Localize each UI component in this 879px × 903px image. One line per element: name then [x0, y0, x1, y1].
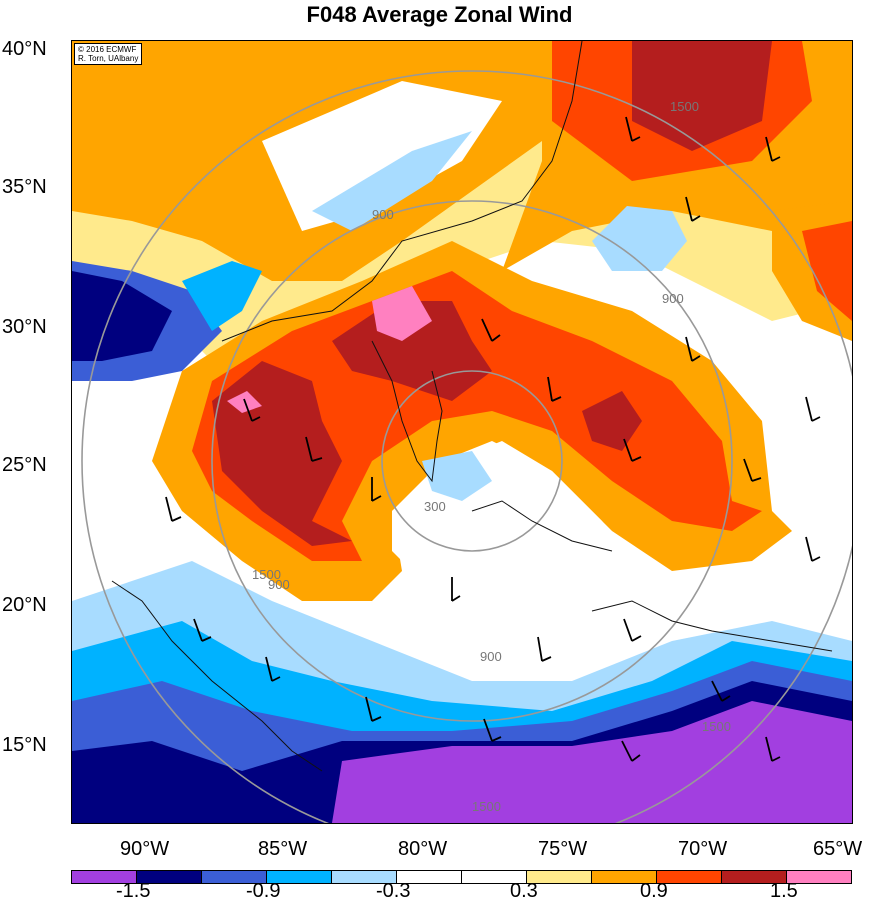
colorbar-label: -1.5 [116, 880, 151, 902]
lat-label: 20°N [2, 594, 47, 616]
copyright-line: © 2016 ECMWF [78, 45, 137, 54]
contour-label: 1500 [252, 567, 281, 582]
colorbar-segment [331, 871, 396, 883]
lon-label: 75°W [538, 838, 588, 860]
lat-label: 35°N [2, 176, 47, 198]
lat-label: 40°N [2, 38, 47, 60]
colorbar-label: 0.3 [510, 880, 538, 902]
copyright-box: © 2016 ECMWF R. Torn, UAlbany [74, 43, 143, 65]
contour-label: 300 [424, 499, 446, 514]
colorbar-segment [721, 871, 786, 883]
contour-label: 1500 [702, 719, 731, 734]
colorbar-segment [201, 871, 266, 883]
colorbar [71, 870, 852, 884]
colorbar-label: -0.3 [376, 880, 411, 902]
lon-label: 70°W [678, 838, 728, 860]
colorbar-segment [526, 871, 591, 883]
contour-label: 900 [268, 577, 290, 592]
colorbar-segment [396, 871, 461, 883]
colorbar-segment [136, 871, 201, 883]
map-panel: 1500 900 300 900 1500 900 900 1500 1500 … [71, 40, 853, 824]
lat-label: 25°N [2, 454, 47, 476]
colorbar-label: 1.5 [770, 880, 798, 902]
contour-label: 1500 [472, 799, 501, 814]
contour-label: 900 [480, 649, 502, 664]
colorbar-segment [461, 871, 526, 883]
colorbar-segment [656, 871, 721, 883]
chart-title: F048 Average Zonal Wind [306, 2, 573, 27]
lon-label: 65°W [813, 838, 863, 860]
colorbar-segment [72, 871, 136, 883]
colorbar-label: -0.9 [246, 880, 281, 902]
colorbar-segment [786, 871, 851, 883]
colorbar-label: 0.9 [640, 880, 668, 902]
lat-label: 15°N [2, 734, 47, 756]
contour-label: 900 [662, 291, 684, 306]
lon-label: 85°W [258, 838, 308, 860]
lon-label: 80°W [398, 838, 448, 860]
lon-label: 90°W [120, 838, 170, 860]
lat-label: 30°N [2, 316, 47, 338]
contour-label: 1500 [670, 99, 699, 114]
colorbar-segment [266, 871, 331, 883]
wind-field: 1500 900 300 900 1500 900 900 1500 1500 [72, 41, 852, 823]
contour-label: 900 [372, 207, 394, 222]
colorbar-segment [591, 871, 656, 883]
author-line: R. Torn, UAlbany [78, 54, 139, 63]
